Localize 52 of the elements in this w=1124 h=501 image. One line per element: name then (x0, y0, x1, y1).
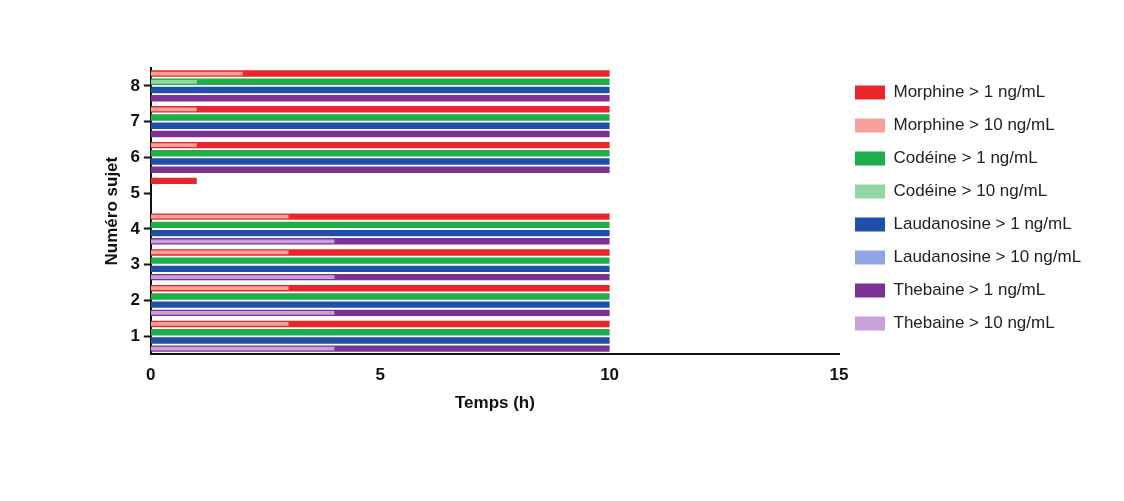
bar (150, 107, 197, 112)
legend-label: Thebaine > 10 ng/mL (893, 313, 1055, 333)
y-tick-label: 4 (130, 218, 141, 238)
y-tick-label: 7 (130, 111, 140, 131)
y-tick-label: 8 (130, 75, 140, 95)
legend-label: Laudanosine > 10 ng/mL (893, 247, 1082, 267)
bar (150, 311, 335, 315)
bar (150, 70, 610, 77)
bar (150, 257, 610, 264)
legend-label: Laudanosine > 1 ng/mL (893, 214, 1072, 234)
bar (150, 322, 289, 326)
x-tick-label: 5 (375, 365, 385, 385)
bar (150, 221, 610, 229)
legend-label: Codéine > 10 ng/mL (893, 181, 1048, 201)
bar (150, 143, 197, 147)
legend-label: Morphine > 10 ng/mL (893, 115, 1055, 135)
bar (150, 293, 610, 300)
bar (150, 275, 335, 279)
legend-label: Thebaine > 1 ng/mL (893, 280, 1046, 300)
bar (150, 79, 197, 84)
bar (150, 122, 610, 129)
y-tick-label: 1 (130, 326, 140, 345)
bar (150, 86, 610, 94)
y-tick-label: 6 (130, 147, 140, 167)
bar (150, 301, 610, 308)
bar (150, 328, 610, 336)
bar (150, 106, 610, 113)
y-tick-label: 3 (130, 254, 140, 274)
y-tick-label: 5 (130, 182, 140, 202)
x-tick-label: 15 (829, 365, 849, 385)
bar (150, 78, 610, 85)
y-axis-title: Numéro sujet (101, 156, 121, 266)
bar (150, 337, 610, 344)
bar (150, 286, 289, 291)
legend-label: Codéine > 1 ng/mL (893, 148, 1038, 168)
bar (150, 158, 610, 165)
x-tick-label: 0 (146, 365, 156, 385)
bar (150, 95, 610, 102)
bar (150, 166, 610, 173)
y-tick-label: 2 (130, 290, 140, 310)
bar (150, 265, 610, 273)
bar (150, 130, 610, 138)
bar (150, 177, 197, 185)
x-tick-label: 10 (600, 365, 620, 385)
bar (150, 141, 610, 149)
legend-label: Morphine > 1 ng/mL (893, 82, 1046, 102)
bar (150, 239, 335, 244)
bar (150, 150, 610, 157)
bar (150, 114, 610, 121)
bar (150, 229, 610, 237)
bar (150, 346, 335, 351)
x-axis-title: Temps (h) (454, 393, 535, 413)
